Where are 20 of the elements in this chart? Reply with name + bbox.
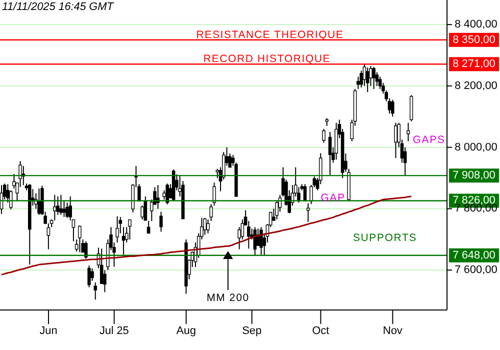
- annotation: RESISTANCE THEORIQUE: [196, 29, 344, 41]
- ref-line-label: 7 908,00: [452, 170, 496, 182]
- text: MM 200: [206, 292, 250, 304]
- x-tick-label: Jun: [40, 325, 58, 337]
- x-tick-label: Aug: [176, 325, 196, 337]
- x-tick-label: Nov: [382, 325, 403, 337]
- ref-line-label: 7 648,00: [452, 249, 496, 262]
- x-tick-label: Sep: [242, 325, 262, 337]
- ref-line-label: 8 350,00: [452, 34, 496, 46]
- ref-line-label: 8 271,00: [452, 58, 496, 70]
- annotation: RECORD HISTORIQUE: [203, 53, 331, 65]
- y-tick-label: 7 600,00: [454, 264, 498, 276]
- y-tick-label: 8 000,00: [454, 141, 498, 154]
- annotation: GAPS: [412, 134, 446, 146]
- chart-title: 11/11/2025 16:45 GMT: [2, 1, 114, 13]
- y-tick-label: 8 200,00: [454, 80, 498, 92]
- annotation: SUPPORTS: [353, 232, 417, 244]
- y-tick-label: 8 400,00: [454, 18, 498, 31]
- x-tick-label: Oct: [312, 325, 330, 337]
- x-tick-label: Jul 25: [100, 325, 129, 337]
